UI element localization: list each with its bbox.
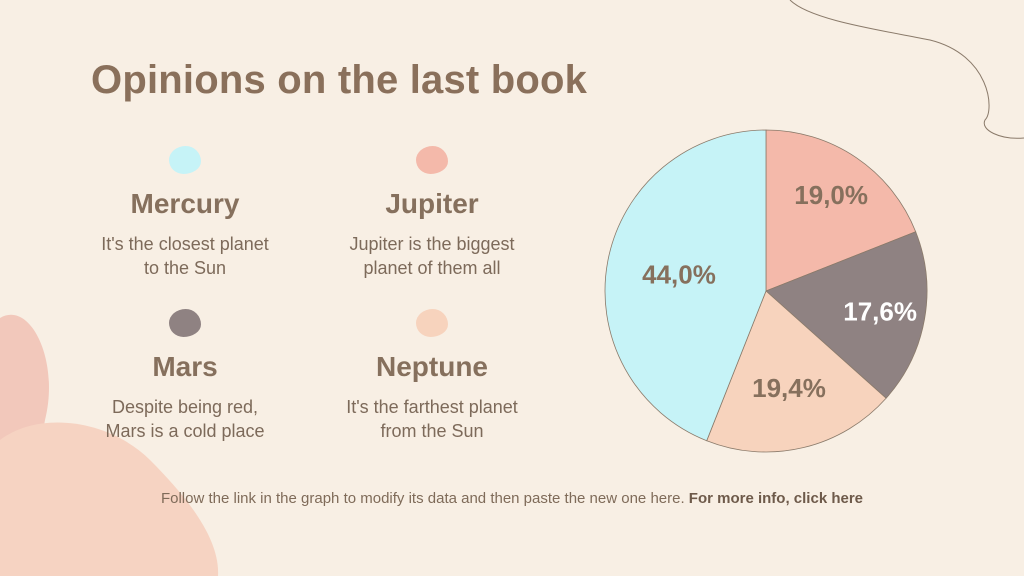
more-info-link[interactable]: For more info, click here [688, 490, 864, 507]
legend-description: It's the closest planet to the Sun [75, 232, 295, 280]
mercury-color-dot [169, 146, 201, 174]
pie-slice[interactable] [706, 290, 887, 453]
page-title: Opinions on the last book [91, 58, 588, 102]
pie-slice[interactable] [604, 129, 767, 442]
legend-description: It's the farthest planet from the Sun [322, 395, 542, 443]
footer-note: Follow the link in the graph to modify i… [0, 490, 1024, 507]
legend-desc-line: It's the farthest planet [346, 397, 518, 417]
pie-slice-label: 19,0% [794, 180, 868, 210]
corner-curve-line [789, 0, 1024, 139]
corner-blob-back [0, 314, 56, 576]
legend-desc-line: to the Sun [143, 258, 227, 278]
legend-desc-line: planet of them all [363, 258, 501, 278]
legend-name: Mars [152, 351, 218, 382]
neptune-color-dot [416, 309, 448, 337]
pie-slice-label: 44,0% [642, 259, 716, 289]
legend-item-neptune: Neptune It's the farthest planet from th… [322, 309, 542, 443]
pie-slice-label: 17,6% [843, 296, 917, 326]
legend-description: Despite being red, Mars is a cold place [75, 395, 295, 443]
legend-item-mars: Mars Despite being red, Mars is a cold p… [75, 309, 295, 443]
legend-desc-line: It's the closest planet [101, 234, 269, 254]
legend-name: Neptune [376, 351, 488, 382]
mars-color-dot [169, 309, 201, 337]
legend-desc-line: Jupiter is the biggest [349, 234, 515, 254]
legend-item-jupiter: Jupiter Jupiter is the biggest planet of… [322, 146, 542, 280]
pie-chart[interactable]: 19,0% 17,6% 19,4% 44,0% [596, 128, 936, 458]
jupiter-color-dot [416, 146, 448, 174]
legend-description: Jupiter is the biggest planet of them al… [322, 232, 542, 280]
legend-desc-line: Despite being red, [111, 397, 259, 417]
legend-desc-line: from the Sun [380, 421, 484, 441]
pie-slice[interactable] [765, 129, 917, 292]
legend-name: Mercury [130, 188, 240, 219]
pie-slice[interactable] [765, 231, 928, 399]
footer-text: Follow the link in the graph to modify i… [160, 490, 689, 507]
legend-name: Jupiter [385, 188, 479, 219]
pie-slice-label: 19,4% [752, 373, 826, 403]
legend-item-mercury: Mercury It's the closest planet to the S… [75, 146, 295, 280]
legend-desc-line: Mars is a cold place [105, 421, 265, 441]
